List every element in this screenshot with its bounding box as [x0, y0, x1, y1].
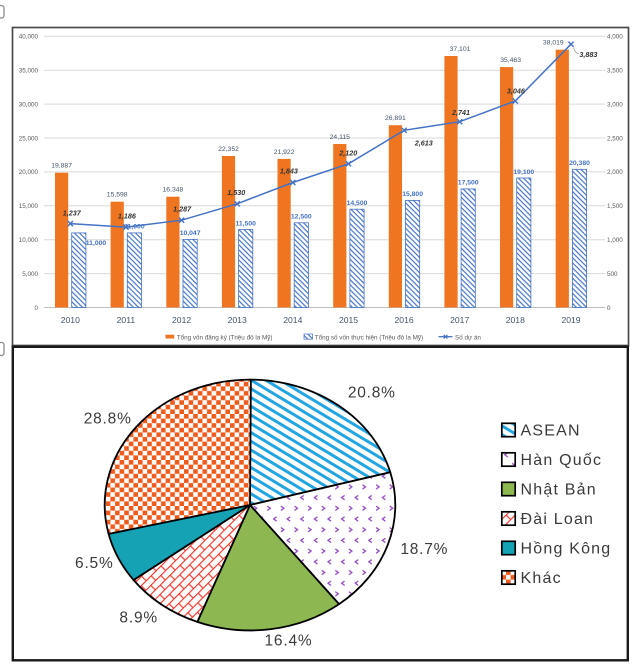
svg-text:19,887: 19,887	[51, 163, 72, 170]
svg-text:19,100: 19,100	[513, 169, 534, 176]
svg-text:1,287: 1,287	[173, 205, 192, 214]
svg-text:2,120: 2,120	[338, 148, 357, 157]
svg-text:4,000: 4,000	[607, 34, 623, 41]
svg-text:0: 0	[34, 305, 38, 312]
svg-text:1,000: 1,000	[607, 237, 623, 244]
svg-text:2,613: 2,613	[414, 138, 433, 147]
svg-text:24,115: 24,115	[330, 134, 351, 141]
svg-text:Đài Loan: Đài Loan	[521, 511, 595, 528]
svg-text:10,047: 10,047	[180, 230, 201, 237]
svg-text:17,500: 17,500	[458, 180, 479, 187]
svg-text:12,500: 12,500	[291, 214, 312, 221]
svg-text:18.7%: 18.7%	[400, 541, 448, 558]
svg-text:2019: 2019	[561, 315, 580, 325]
svg-text:11,000: 11,000	[86, 240, 107, 247]
svg-text:2012: 2012	[172, 315, 191, 325]
svg-text:2,741: 2,741	[451, 108, 470, 117]
svg-text:37,101: 37,101	[450, 46, 471, 53]
svg-text:15,000: 15,000	[19, 203, 39, 210]
svg-text:Nhật Bản: Nhật Bản	[521, 482, 597, 499]
svg-text:ASEAN: ASEAN	[521, 423, 581, 440]
svg-text:11,500: 11,500	[235, 220, 256, 227]
svg-text:20.8%: 20.8%	[348, 384, 396, 401]
svg-text:15,800: 15,800	[402, 191, 423, 198]
svg-text:2010: 2010	[61, 315, 80, 325]
svg-text:14,500: 14,500	[347, 200, 368, 207]
svg-text:22,352: 22,352	[218, 146, 239, 153]
svg-text:1,530: 1,530	[227, 188, 245, 197]
svg-text:1,500: 1,500	[607, 203, 623, 210]
svg-text:15,598: 15,598	[107, 192, 128, 199]
svg-text:3,500: 3,500	[607, 68, 623, 75]
svg-text:26,891: 26,891	[385, 115, 406, 122]
svg-text:38,019: 38,019	[543, 40, 564, 47]
svg-text:2014: 2014	[283, 315, 302, 325]
svg-text:2016: 2016	[395, 315, 414, 325]
svg-text:8.9%: 8.9%	[119, 609, 158, 626]
svg-text:20,000: 20,000	[19, 169, 39, 176]
svg-text:5,000: 5,000	[22, 271, 38, 278]
svg-text:10,000: 10,000	[19, 237, 39, 244]
svg-text:Tổng số vốn thực hiện (Triệu đ: Tổng số vốn thực hiện (Triệu đô la Mỹ)	[315, 333, 423, 342]
svg-text:Khác: Khác	[521, 570, 562, 587]
svg-text:1,186: 1,186	[118, 212, 137, 221]
svg-text:2017: 2017	[450, 315, 469, 325]
svg-text:1,237: 1,237	[63, 209, 82, 218]
svg-text:30,000: 30,000	[19, 101, 39, 108]
svg-text:16.4%: 16.4%	[265, 633, 313, 650]
svg-text:35,000: 35,000	[19, 68, 39, 75]
svg-text:11,000: 11,000	[124, 224, 145, 231]
svg-text:21,922: 21,922	[274, 149, 295, 156]
svg-text:Số dự án: Số dự án	[455, 333, 481, 342]
svg-text:3,046: 3,046	[507, 86, 526, 95]
svg-text:2011: 2011	[117, 315, 136, 325]
svg-text:2,500: 2,500	[607, 135, 623, 142]
svg-text:2,000: 2,000	[607, 169, 623, 176]
svg-text:3,000: 3,000	[607, 101, 623, 108]
svg-text:2013: 2013	[228, 315, 247, 325]
svg-text:3,883: 3,883	[579, 50, 597, 59]
svg-text:0: 0	[607, 305, 611, 312]
svg-text:6.5%: 6.5%	[75, 555, 114, 572]
svg-text:25,000: 25,000	[19, 135, 39, 142]
svg-text:Tổng vốn đăng ký (Triệu đô la: Tổng vốn đăng ký (Triệu đô la Mỹ)	[177, 333, 273, 342]
svg-text:2015: 2015	[339, 315, 358, 325]
svg-text:Hồng Kông: Hồng Kông	[521, 541, 612, 558]
svg-text:20,380: 20,380	[569, 160, 590, 167]
svg-text:1,843: 1,843	[280, 167, 298, 176]
svg-text:28.8%: 28.8%	[84, 410, 132, 427]
svg-text:500: 500	[607, 271, 618, 278]
svg-text:Hàn Quốc: Hàn Quốc	[521, 452, 603, 469]
svg-text:40,000: 40,000	[19, 34, 39, 41]
svg-text:16,348: 16,348	[163, 187, 184, 194]
svg-text:35,463: 35,463	[500, 57, 521, 64]
svg-text:2018: 2018	[506, 315, 525, 325]
